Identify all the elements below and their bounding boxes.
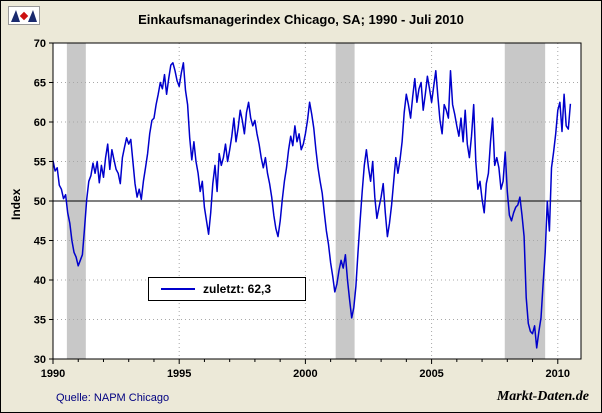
pmi-line-series (52, 62, 572, 349)
x-tick-label: 1995 (167, 368, 191, 380)
y-tick-label: 40 (34, 275, 46, 287)
chart-title: Einkaufsmanagerindex Chicago, SA; 1990 -… (138, 12, 464, 27)
y-tick-label: 65 (34, 78, 46, 90)
y-tick-label: 45 (34, 236, 46, 248)
y-tick-label: 30 (34, 354, 46, 366)
source-note: Quelle: NAPM Chicago (56, 392, 170, 404)
x-tick-label: 2005 (419, 368, 443, 380)
x-tick-label: 1990 (41, 368, 65, 380)
y-tick-label: 70 (34, 38, 46, 50)
y-tick-label: 50 (34, 196, 46, 208)
legend-line-sample (161, 288, 195, 290)
y-tick-label: 60 (34, 117, 46, 129)
x-tick-label: 2010 (546, 368, 570, 380)
legend-label: zuletzt: 62,3 (203, 282, 272, 296)
brand-watermark: Markt-Daten.de (496, 389, 589, 404)
site-logo-icon (8, 6, 40, 25)
legend: zuletzt: 62,3 (148, 277, 306, 301)
x-tick-label: 2000 (293, 368, 317, 380)
y-tick-label: 35 (34, 315, 46, 327)
y-tick-label: 55 (34, 157, 46, 169)
